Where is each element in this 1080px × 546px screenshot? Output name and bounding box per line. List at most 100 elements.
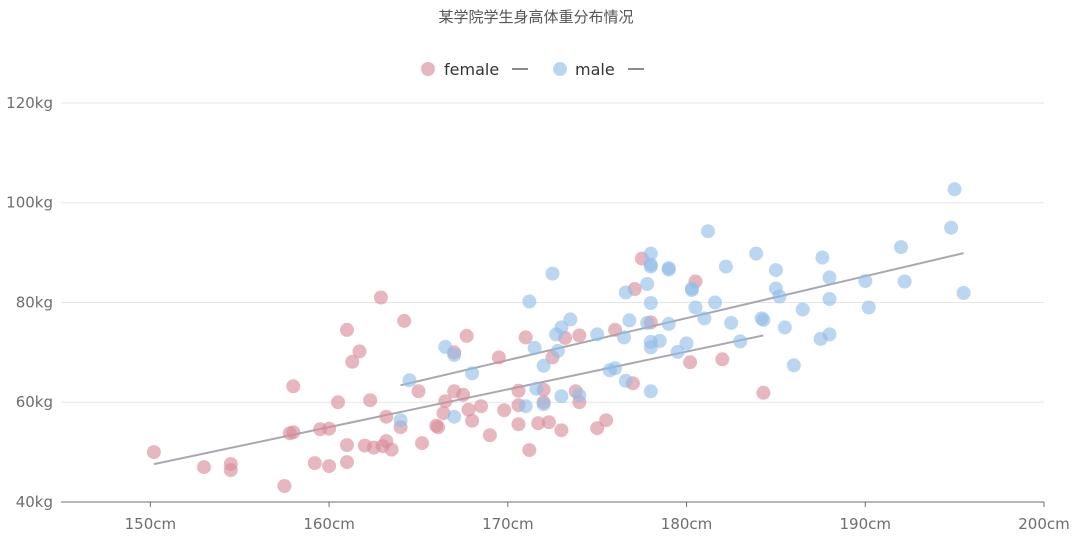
male-point: [447, 347, 462, 362]
female-point: [431, 420, 446, 435]
male-point: [679, 336, 694, 351]
male-point: [756, 312, 771, 327]
female-point: [322, 459, 337, 474]
female-point: [340, 322, 354, 337]
female-point: [756, 385, 771, 400]
x-tick-label: 150cm: [125, 515, 177, 533]
female-point: [322, 421, 337, 436]
male-point: [684, 283, 699, 297]
female-point: [511, 383, 526, 398]
male-point: [786, 358, 801, 373]
male-point: [768, 263, 783, 278]
female-point: [384, 442, 399, 457]
male-point: [618, 373, 633, 388]
male-point: [822, 327, 837, 342]
female-point: [715, 352, 730, 367]
x-tick-label: 190cm: [840, 515, 892, 533]
x-tick-label: 160cm: [303, 515, 355, 533]
male-point: [640, 277, 655, 291]
male-point: [545, 266, 560, 281]
male-point: [652, 333, 667, 348]
female-point: [373, 290, 388, 305]
male-point: [661, 316, 676, 331]
legend-marker-male: [553, 62, 567, 76]
chart-title: 某学院学生身高体重分布情况: [438, 8, 633, 26]
female-point: [683, 355, 698, 370]
x-tick-label: 200cm: [1018, 515, 1070, 533]
male-point: [608, 361, 623, 376]
male-point: [861, 300, 876, 315]
female-point: [197, 460, 211, 475]
female-point: [590, 421, 605, 436]
male-point: [522, 294, 537, 309]
female-point: [223, 463, 238, 478]
female-point: [482, 428, 497, 443]
male-point: [518, 399, 533, 414]
data-points: [146, 182, 971, 493]
male-point: [822, 270, 837, 285]
male-point: [749, 246, 764, 261]
female-point: [340, 455, 354, 470]
x-tick-label: 180cm: [661, 515, 713, 533]
male-point: [550, 343, 565, 358]
male-point: [572, 388, 587, 403]
male-point: [554, 389, 569, 404]
male-point: [643, 296, 658, 310]
female-point: [436, 406, 451, 421]
male-point: [618, 285, 633, 300]
male-point: [438, 339, 453, 354]
male-point: [858, 274, 873, 288]
female-point: [379, 409, 394, 424]
male-point: [536, 397, 551, 412]
male-point: [795, 302, 810, 317]
male-point: [724, 315, 739, 330]
male-point: [643, 246, 658, 261]
female-point: [554, 423, 569, 438]
male-point: [670, 344, 685, 359]
male-point: [815, 250, 830, 265]
male-point: [617, 330, 631, 345]
axes: 40kg 60kg 80kg 100kg 120kg 150cm 160cm 170cm 180…: [6, 94, 1070, 533]
male-point: [947, 182, 962, 197]
female-point: [307, 456, 322, 471]
male-point: [688, 300, 703, 315]
male-point: [944, 220, 959, 235]
male-point: [393, 413, 408, 428]
female-point: [497, 403, 512, 418]
male-point: [718, 259, 733, 274]
male-point: [590, 327, 605, 342]
female-point: [286, 379, 301, 394]
male-point: [661, 262, 676, 277]
grid-lines: [61, 102, 1044, 403]
male-point: [708, 295, 723, 310]
male-point: [640, 315, 655, 330]
male-point: [733, 334, 748, 349]
legend-label-male: male: [575, 60, 615, 79]
male-point: [622, 313, 637, 328]
male-point: [894, 240, 908, 255]
male-point: [956, 286, 971, 300]
female-point: [411, 384, 426, 399]
male-point: [554, 320, 569, 335]
female-point: [363, 393, 378, 408]
female-point: [511, 417, 526, 432]
female-point: [531, 416, 546, 431]
male-point: [897, 274, 912, 289]
male-point: [643, 384, 658, 399]
male-point: [777, 320, 792, 335]
legend-marker-female: [421, 62, 435, 76]
legend: female male: [421, 60, 644, 79]
male-point: [697, 311, 712, 326]
male-point: [536, 358, 551, 373]
male-point: [772, 289, 787, 304]
male-point: [563, 312, 578, 327]
female-point: [459, 328, 474, 343]
female-point: [345, 354, 360, 369]
female-point: [461, 402, 476, 417]
male-point: [701, 224, 715, 239]
male-point: [465, 366, 480, 381]
male-point: [527, 340, 542, 355]
female-point: [438, 394, 453, 409]
female-point: [518, 330, 533, 345]
